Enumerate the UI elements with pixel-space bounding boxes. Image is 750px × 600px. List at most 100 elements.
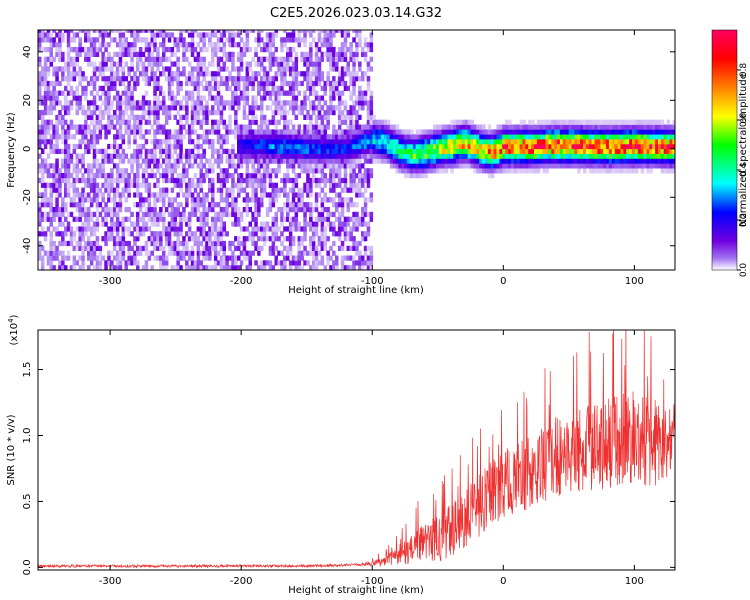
spectrogram-cell <box>583 124 587 130</box>
spectrogram-cell <box>355 95 359 101</box>
spectrogram-cell <box>361 51 365 57</box>
spectrogram-cell <box>213 216 218 222</box>
spectrogram-cell <box>626 163 630 169</box>
spectrogram-cell <box>669 139 673 145</box>
spectrogram-cell <box>271 143 276 150</box>
spectrogram-cell <box>156 197 160 203</box>
spectrogram-cell <box>144 139 149 145</box>
spectrogram-cell <box>286 177 290 184</box>
spectrogram-cell <box>634 153 639 159</box>
spectrogram-cell <box>153 37 157 43</box>
spectrogram-cell <box>257 143 261 150</box>
spectrogram-cell <box>156 143 160 150</box>
spectrogram-cell <box>110 158 114 164</box>
spectrogram-cell <box>528 134 532 140</box>
spectrogram-cell <box>531 163 535 169</box>
spectrogram-cell <box>46 90 51 96</box>
spectrogram-cell <box>55 231 59 237</box>
spectrogram-cell <box>280 153 284 159</box>
spectrogram-cell <box>66 61 71 67</box>
spectrogram-cell <box>335 173 339 179</box>
spectrogram-cell <box>127 177 131 184</box>
spectrogram-cell <box>208 90 212 96</box>
spectrogram-cell <box>222 231 226 237</box>
spectrogram-cell <box>251 250 255 256</box>
spectrogram-cell <box>64 182 68 188</box>
spectrogram-cell <box>49 163 53 169</box>
spectrogram-cell <box>127 158 131 164</box>
spectrogram-cell <box>231 61 235 67</box>
spectrogram-cell <box>369 158 374 164</box>
spectrogram-cell <box>101 32 105 38</box>
spectrogram-cell <box>467 129 472 135</box>
spectrogram-cell <box>84 76 88 82</box>
spectrogram-cell <box>557 134 561 140</box>
spectrogram-cell <box>262 182 267 188</box>
spectrogram-cell <box>216 110 221 116</box>
spectrogram-cell <box>141 177 146 184</box>
spectrogram-cell <box>352 30 356 33</box>
spectrogram-cell <box>156 129 160 135</box>
spectrogram-cell <box>69 76 74 82</box>
spectrogram-cell <box>317 37 322 43</box>
spectrogram-cell <box>464 134 469 140</box>
spectrogram-cell <box>121 66 126 72</box>
spectrogram-cell <box>150 56 154 62</box>
spectrogram-cell <box>257 197 261 203</box>
spectrogram-cell <box>179 216 183 222</box>
spectrogram-cell <box>320 163 325 169</box>
spectrogram-cell <box>141 61 146 67</box>
spectrogram-cell <box>398 168 402 174</box>
spectrogram-cell <box>300 30 304 33</box>
spectrogram-cell <box>52 182 56 188</box>
spectrogram-cell <box>461 158 466 164</box>
spectrogram-cell <box>395 168 400 174</box>
spectrogram-cell <box>118 56 123 62</box>
spectrogram-cell <box>64 105 68 111</box>
spectrogram-cell <box>173 114 177 120</box>
spectrogram-cell <box>274 32 278 38</box>
spectrogram-cell <box>147 250 152 256</box>
spectrogram-cell <box>580 163 584 169</box>
spectrogram-cell <box>40 182 45 188</box>
spectrogram-cell <box>551 163 555 169</box>
spectrogram-cell <box>205 240 209 247</box>
spectrogram-cell <box>297 260 301 266</box>
spectrogram-cell <box>69 202 74 208</box>
spectrogram-cell <box>384 124 388 130</box>
spectrogram-cell <box>317 148 322 154</box>
spectrogram-cell <box>326 207 330 213</box>
spectrogram-cell <box>153 231 157 237</box>
spectrogram-cell <box>571 153 575 159</box>
spectrogram-cell <box>124 182 128 188</box>
spectrogram-cell <box>127 207 131 213</box>
spectrogram-cell <box>69 37 74 43</box>
spectrogram-cell <box>271 187 276 193</box>
spectrogram-cell <box>562 139 567 145</box>
spectrogram-cell <box>182 207 186 213</box>
spectrogram-cell <box>237 265 241 270</box>
spectrogram-cell <box>245 100 250 106</box>
spectrogram-cell <box>271 250 276 256</box>
spectrogram-cell <box>101 30 105 33</box>
spectrogram-cell <box>317 110 322 116</box>
spectrogram-cell <box>38 42 42 48</box>
spectrogram-cell <box>153 95 157 101</box>
spectrogram-cell <box>361 192 365 198</box>
spectrogram-cell <box>311 124 316 130</box>
spectrogram-cell <box>358 187 362 193</box>
spectrogram-cell <box>133 80 137 87</box>
spectrogram-cell <box>534 143 538 150</box>
spectrogram-cell <box>179 158 183 164</box>
spectrogram-cell <box>332 30 336 33</box>
spectrogram-cell <box>271 240 276 247</box>
spectrogram-cell <box>130 158 134 164</box>
spectrogram-cell <box>251 100 255 106</box>
spectrogram-cell <box>314 265 319 270</box>
spectrogram-cell <box>78 66 82 72</box>
spectrogram-cell <box>202 226 206 232</box>
spectrogram-cell <box>222 80 226 87</box>
spectrogram-cell <box>358 177 362 184</box>
spectrogram-cell <box>623 168 627 174</box>
spectrogram-cell <box>309 163 313 169</box>
